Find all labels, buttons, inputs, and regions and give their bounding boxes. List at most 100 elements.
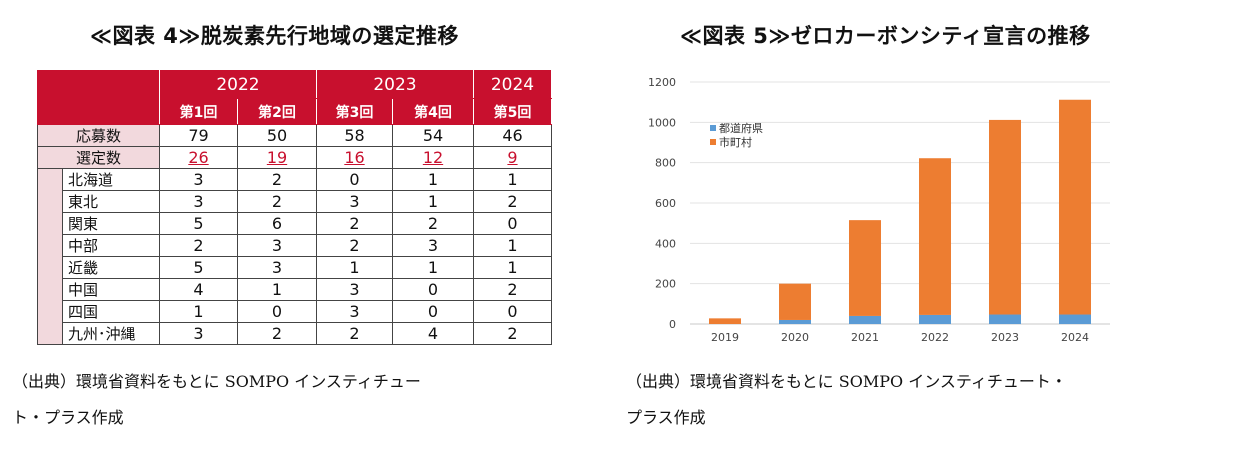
table-row: 選定数 26 19 16 12 9 xyxy=(37,146,552,169)
x-tick-label: 2022 xyxy=(921,331,949,344)
table-cell: 2 xyxy=(237,190,317,213)
table-cell: 0 xyxy=(316,168,393,191)
table-cell: 1 xyxy=(392,190,474,213)
table-cell: 2 xyxy=(237,322,317,345)
table-cell: 0 xyxy=(473,212,552,235)
bar-segment-municipality xyxy=(919,158,951,315)
table-cell: 46 xyxy=(473,124,552,147)
table-row: 四国 1 0 3 0 0 xyxy=(38,300,552,323)
x-tick-label: 2021 xyxy=(851,331,879,344)
bar-segment-municipality xyxy=(709,318,741,324)
region-indent-cell xyxy=(37,168,63,345)
table-cell: 2 xyxy=(473,278,552,301)
table-cell: 6 xyxy=(237,212,317,235)
table-row: 中国 4 1 3 0 2 xyxy=(38,278,552,301)
table-cell: 3 xyxy=(316,300,393,323)
round-header-row: 第1回 第2回 第3回 第4回 第5回 xyxy=(38,98,552,125)
table-cell: 9 xyxy=(473,146,552,169)
legend-swatch xyxy=(710,139,716,145)
table-cell: 3 xyxy=(159,168,238,191)
table-cell: 4 xyxy=(159,278,238,301)
bar-segment-prefecture xyxy=(1059,314,1091,324)
right-figure-panel: ≪図表 5≫ゼロカーボンシティ宣言の推移 0 200 400 600 800 1000 12… xyxy=(618,0,1234,454)
table-cell: 19 xyxy=(237,146,317,169)
y-tick-label: 0 xyxy=(669,318,676,331)
table-cell: 5 xyxy=(159,256,238,279)
round-header-cell: 第1回 xyxy=(159,98,238,125)
x-tick-label: 2019 xyxy=(711,331,739,344)
table-cell: 0 xyxy=(392,278,474,301)
table-cell: 3 xyxy=(159,322,238,345)
table-cell: 0 xyxy=(392,300,474,323)
table-cell: 1 xyxy=(237,278,317,301)
table-cell: 3 xyxy=(159,190,238,213)
source-line: プラス作成 xyxy=(626,408,706,427)
row-label: 中部 xyxy=(62,234,160,257)
table-row: 中部 2 3 2 3 1 xyxy=(38,234,552,257)
table-cell: 0 xyxy=(237,300,317,323)
table-cell: 1 xyxy=(473,234,552,257)
round-header-cell: 第2回 xyxy=(237,98,317,125)
year-header-cell: 2024 xyxy=(473,70,552,99)
source-line: （出典）環境省資料をもとに SOMPO インスティチュート・ xyxy=(626,372,1067,391)
figure-4-title: ≪図表 4≫脱炭素先行地域の選定推移 xyxy=(90,24,459,48)
legend-label: 都道府県 xyxy=(719,121,763,135)
row-label: 九州･沖縄 xyxy=(62,322,160,345)
table-cell: 2 xyxy=(316,212,393,235)
table-cell: 2 xyxy=(159,234,238,257)
row-label: 選定数 xyxy=(37,146,160,169)
bar-segment-municipality xyxy=(989,119,1021,315)
y-tick-label: 1200 xyxy=(648,76,676,89)
y-tick-label: 600 xyxy=(655,197,676,210)
x-tick-label: 2024 xyxy=(1061,331,1089,344)
table-cell: 3 xyxy=(237,234,317,257)
row-label: 近畿 xyxy=(62,256,160,279)
table-cell: 3 xyxy=(237,256,317,279)
table-row: 九州･沖縄 3 2 2 4 2 xyxy=(38,322,552,345)
x-tick-label: 2020 xyxy=(781,331,809,344)
table-cell: 2 xyxy=(473,190,552,213)
round-header-cell: 第4回 xyxy=(392,98,474,125)
row-label: 北海道 xyxy=(62,168,160,191)
table-cell: 2 xyxy=(237,168,317,191)
table-cell: 4 xyxy=(392,322,474,345)
left-figure-panel: ≪図表 4≫脱炭素先行地域の選定推移 2022 2023 2024 第1回 第2回 第3回… xyxy=(0,0,580,454)
table-row: 東北 3 2 3 1 2 xyxy=(38,190,552,213)
y-tick-label: 800 xyxy=(655,157,676,170)
legend-label: 市町村 xyxy=(719,135,752,149)
source-line: （出典）環境省資料をもとに SOMPO インスティチュー xyxy=(12,372,421,391)
y-tick-label: 1000 xyxy=(648,116,676,129)
table-cell: 2 xyxy=(392,212,474,235)
bar-segment-prefecture xyxy=(919,314,951,324)
figure-4-source: （出典）環境省資料をもとに SOMPO インスティチュー ト・プラス作成 xyxy=(12,364,421,436)
bar-segment-prefecture xyxy=(849,315,881,324)
year-header-cell: 2023 xyxy=(316,70,474,99)
table-row: 近畿 5 3 1 1 1 xyxy=(38,256,552,279)
table-cell: 16 xyxy=(316,146,393,169)
table-cell: 1 xyxy=(392,168,474,191)
bar-segment-prefecture xyxy=(779,319,811,324)
row-label: 中国 xyxy=(62,278,160,301)
table-row: 関東 5 6 2 2 0 xyxy=(38,212,552,235)
y-tick-label: 400 xyxy=(655,237,676,250)
table-cell: 54 xyxy=(392,124,474,147)
table-cell: 1 xyxy=(473,168,552,191)
row-label: 四国 xyxy=(62,300,160,323)
y-tick-label: 200 xyxy=(655,278,676,291)
year-header-cell: 2022 xyxy=(159,70,317,99)
bar-segment-prefecture xyxy=(989,314,1021,324)
table-cell: 2 xyxy=(316,234,393,257)
table-cell: 5 xyxy=(159,212,238,235)
table-cell: 50 xyxy=(237,124,317,147)
legend-swatch xyxy=(710,125,716,131)
row-label: 関東 xyxy=(62,212,160,235)
table-row: 応募数 79 50 58 54 46 xyxy=(37,124,552,147)
x-tick-label: 2023 xyxy=(991,331,1019,344)
year-header-row: 2022 2023 2024 xyxy=(37,70,552,125)
bar-segment-municipality xyxy=(849,220,881,316)
table-cell: 12 xyxy=(392,146,474,169)
figure-5-title: ≪図表 5≫ゼロカーボンシティ宣言の推移 xyxy=(680,24,1091,48)
table-row: 北海道 3 2 0 1 1 xyxy=(37,168,552,345)
selection-table: 2022 2023 2024 第1回 第2回 第3回 第4回 第5回 応募数 79 50 58 54 46… xyxy=(37,70,552,345)
table-cell: 1 xyxy=(316,256,393,279)
